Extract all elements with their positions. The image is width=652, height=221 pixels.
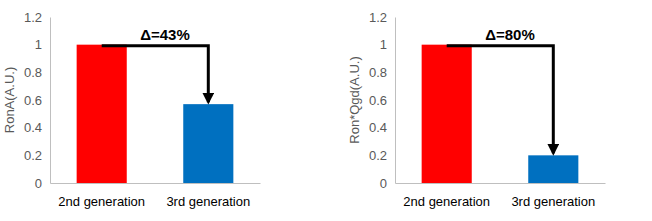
y-tick: 0.6 (24, 93, 50, 108)
arrow-line (447, 46, 554, 154)
bars (422, 45, 579, 183)
chart: 0 0.2 0.4 0.6 0.8 1 1.2 2nd generation 3rd gener… (2, 10, 261, 210)
annotation: Δ=43% (140, 26, 190, 43)
y-tick: 1 (380, 37, 395, 52)
bar (422, 45, 472, 183)
y-tick: 0 (380, 176, 395, 191)
chart: 0 0.2 0.4 0.6 0.8 1 1.2 2nd generation 3rd gener… (347, 10, 606, 210)
y-tick-label: 0.6 (24, 93, 42, 108)
y-tick: 0.2 (369, 148, 395, 163)
x-tick: 3rd generation (166, 183, 250, 209)
x-axis: 2nd generation 3rd generation (396, 183, 606, 209)
y-tick-label: 1 (35, 37, 42, 52)
y-axis: 0 0.2 0.4 0.6 0.8 1 1.2 (24, 10, 51, 191)
y-axis-line (50, 18, 51, 184)
y-tick-label: 0.8 (369, 65, 387, 80)
x-tick-label: 3rd generation (511, 194, 595, 209)
x-axis-line (51, 183, 261, 184)
y-tick: 0.4 (369, 120, 395, 135)
y-tick: 0 (35, 176, 50, 191)
y-tick-label: 1.2 (24, 10, 42, 25)
annotation-arrow (102, 46, 209, 102)
y-axis-line (395, 18, 396, 184)
y-tick: 0.8 (24, 65, 50, 80)
bar (528, 155, 578, 183)
y-tick-label: 0.4 (24, 120, 42, 135)
y-tick-label: 1 (380, 37, 387, 52)
y-tick-label: 0.2 (24, 148, 42, 163)
x-axis-line (396, 183, 606, 184)
bar (77, 45, 127, 183)
y-axis-title: RonA(A.U.) (2, 67, 17, 133)
arrow-line (102, 46, 209, 102)
x-tick: 3rd generation (511, 183, 595, 209)
annotation: Δ=80% (485, 26, 535, 43)
y-tick-label: 1.2 (369, 10, 387, 25)
y-tick-label: 0.8 (24, 65, 42, 80)
x-tick-label: 2nd generation (403, 194, 490, 209)
x-tick-label: 3rd generation (166, 194, 250, 209)
bar (183, 104, 233, 183)
y-tick-label: 0 (380, 176, 387, 191)
bars (77, 45, 234, 183)
y-tick-label: 0.4 (369, 120, 387, 135)
y-tick: 1.2 (369, 10, 395, 25)
y-tick: 0.6 (369, 93, 395, 108)
y-tick: 0.4 (24, 120, 50, 135)
y-tick: 0.2 (24, 148, 50, 163)
y-axis-title: Ron*Qgd(A.U.) (347, 56, 362, 143)
y-tick-label: 0.6 (369, 93, 387, 108)
x-tick: 2nd generation (58, 183, 145, 209)
annotation-arrow (447, 46, 554, 154)
x-tick: 2nd generation (403, 183, 490, 209)
x-axis: 2nd generation 3rd generation (51, 183, 261, 209)
figure: 0 0.2 0.4 0.6 0.8 1 1.2 2nd generation 3rd gener… (0, 0, 652, 221)
y-tick-label: 0.2 (369, 148, 387, 163)
y-tick: 1.2 (24, 10, 50, 25)
y-tick: 1 (35, 37, 50, 52)
x-tick-label: 2nd generation (58, 194, 145, 209)
y-tick-label: 0 (35, 176, 42, 191)
y-axis: 0 0.2 0.4 0.6 0.8 1 1.2 (369, 10, 396, 191)
y-tick: 0.8 (369, 65, 395, 80)
